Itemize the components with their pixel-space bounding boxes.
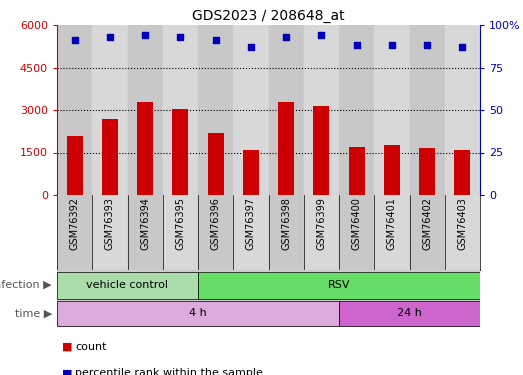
Bar [233,195,268,270]
Bar [384,146,400,195]
Text: GSM76393: GSM76393 [105,197,115,250]
Bar [67,135,83,195]
Point [317,32,325,38]
Point [458,44,467,50]
Bar [313,106,329,195]
Text: 24 h: 24 h [397,309,422,318]
Text: GSM76400: GSM76400 [351,197,361,250]
Point [423,42,431,48]
Text: percentile rank within the sample: percentile rank within the sample [75,368,263,375]
Bar [304,25,339,195]
Bar [163,25,198,195]
Bar [102,118,118,195]
Bar [173,109,188,195]
Point [211,37,220,43]
Text: GSM76402: GSM76402 [422,197,432,250]
Title: GDS2023 / 208648_at: GDS2023 / 208648_at [192,9,345,22]
Point [106,34,114,40]
Bar [374,25,410,195]
Bar [454,150,470,195]
Bar [419,148,435,195]
Bar [92,195,128,270]
Bar [57,302,339,326]
Bar [163,195,198,270]
Bar [92,25,128,195]
Text: GSM76398: GSM76398 [281,197,291,250]
Bar [339,302,480,326]
Bar [198,25,233,195]
Point [282,34,290,40]
Bar [198,272,480,298]
Text: GSM76403: GSM76403 [458,197,468,250]
Bar [57,195,92,270]
Point [353,42,361,48]
Bar [349,147,365,195]
Text: GSM76394: GSM76394 [140,197,150,250]
Point [388,42,396,48]
Text: GSM76401: GSM76401 [387,197,397,250]
Text: GSM76392: GSM76392 [70,197,79,250]
Bar [445,195,480,270]
Bar [233,25,268,195]
Point [176,34,185,40]
Bar [57,25,92,195]
Text: GSM76399: GSM76399 [316,197,326,250]
Bar [445,25,480,195]
Text: ■: ■ [62,342,73,352]
Bar [339,195,374,270]
Bar [304,195,339,270]
Text: count: count [75,342,107,352]
Text: vehicle control: vehicle control [86,280,168,290]
Bar [410,195,445,270]
Bar [410,25,445,195]
Point [247,44,255,50]
Bar [57,272,198,298]
Text: RSV: RSV [328,280,350,290]
Bar [208,133,223,195]
Bar [243,150,259,195]
Text: 4 h: 4 h [189,309,207,318]
Text: time ▶: time ▶ [15,309,52,318]
Bar [128,195,163,270]
Bar [278,102,294,195]
Bar [339,25,374,195]
Text: GSM76397: GSM76397 [246,197,256,250]
Text: infection ▶: infection ▶ [0,280,52,290]
Point [71,37,79,43]
Text: GSM76395: GSM76395 [175,197,185,250]
Bar [128,25,163,195]
Bar [268,195,304,270]
Text: GSM76396: GSM76396 [211,197,221,250]
Bar [137,102,153,195]
Bar [374,195,410,270]
Text: ■: ■ [62,368,73,375]
Point [141,32,149,38]
Bar [198,195,233,270]
Bar [268,25,304,195]
